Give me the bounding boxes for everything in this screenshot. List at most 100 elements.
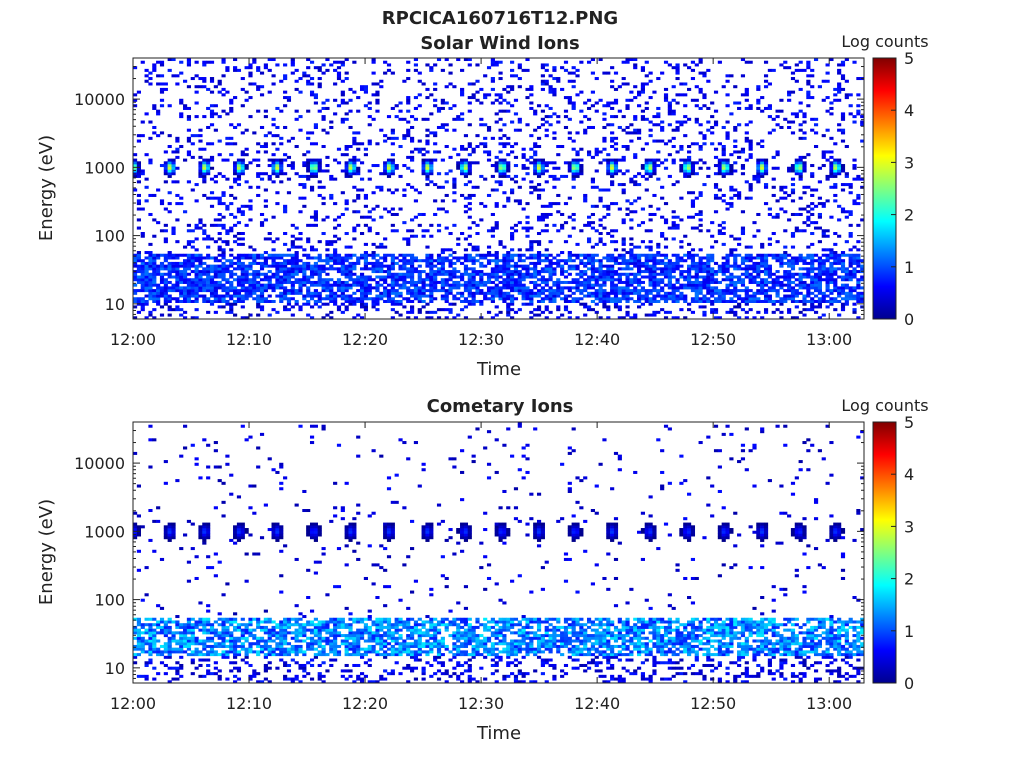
heatmap-cell (660, 139, 665, 143)
heatmap-cell (229, 272, 234, 276)
heatmap-cell (544, 229, 549, 233)
heatmap-cell (652, 139, 657, 143)
heatmap-cell (456, 291, 461, 295)
heatmap-cell (386, 272, 392, 276)
heatmap-cell (163, 264, 168, 268)
heatmap-cell (363, 267, 368, 271)
heatmap-cell (540, 161, 545, 165)
heatmap-cell (729, 153, 734, 157)
heatmap-cell (156, 286, 161, 290)
heatmap-cell (252, 297, 257, 301)
heatmap-cell (352, 172, 357, 176)
heatmap-cell (775, 199, 780, 203)
heatmap-cell (348, 161, 353, 165)
heatmap-cell (506, 174, 511, 178)
heatmap-cell (279, 283, 284, 287)
heatmap-cell (760, 270, 765, 274)
heatmap-cell (563, 275, 569, 279)
heatmap-cell (294, 291, 299, 295)
heatmap-cell (271, 299, 276, 303)
heatmap-cell (221, 109, 226, 113)
heatmap-cell (275, 272, 280, 276)
heatmap-cell (486, 272, 492, 276)
heatmap-cell (359, 297, 365, 301)
heatmap-cell (394, 289, 399, 293)
heatmap-cell (133, 299, 138, 303)
heatmap-cell (536, 294, 542, 298)
heatmap-cell (510, 280, 515, 284)
heatmap-cell (402, 256, 407, 260)
heatmap-cell (421, 289, 426, 293)
heatmap-cell (606, 204, 611, 208)
heatmap-cell (744, 272, 749, 276)
heatmap-cell (513, 297, 519, 301)
heatmap-cell (309, 158, 315, 162)
heatmap-cell (371, 264, 376, 268)
heatmap-cell (136, 134, 141, 138)
heatmap-cell (406, 259, 411, 263)
heatmap-cell (806, 308, 811, 312)
heatmap-cell (590, 308, 595, 312)
heatmap-cell (248, 253, 253, 257)
heatmap-cell (617, 280, 622, 284)
heatmap-cell (325, 259, 330, 263)
heatmap-cell (275, 125, 280, 129)
heatmap-cell (394, 283, 399, 287)
heatmap-cell (606, 207, 611, 211)
heatmap-cell (221, 270, 226, 274)
heatmap-cell (694, 291, 699, 295)
heatmap-cell (463, 134, 469, 138)
heatmap-cell (202, 164, 207, 168)
heatmap-cell (298, 289, 303, 293)
heatmap-cell (336, 283, 342, 287)
heatmap-cell (810, 164, 815, 168)
heatmap-cell (190, 245, 195, 249)
heatmap-cell (590, 90, 595, 94)
heatmap-cell (340, 272, 345, 276)
heatmap-cell (440, 101, 445, 105)
heatmap-cell (721, 272, 726, 276)
heatmap-cell (356, 188, 361, 192)
heatmap-cell (794, 115, 799, 119)
heatmap-cell (144, 267, 149, 271)
heatmap-cell (775, 153, 780, 157)
heatmap-cell (506, 142, 511, 146)
heatmap-cell (286, 280, 292, 284)
heatmap-cell (702, 275, 707, 279)
heatmap-cell (802, 68, 807, 72)
heatmap-cell (583, 131, 588, 135)
heatmap-cell (279, 275, 284, 279)
heatmap-cell (325, 286, 330, 290)
heatmap-cell (313, 289, 318, 293)
heatmap-cell (133, 291, 138, 295)
heatmap-cell (440, 158, 445, 162)
heatmap-cell (425, 169, 430, 173)
heatmap-cell (756, 291, 761, 295)
heatmap-cell (729, 283, 734, 287)
heatmap-cell (425, 253, 430, 257)
heatmap-cell (467, 169, 472, 173)
heatmap-cell (425, 172, 430, 176)
heatmap-cell (783, 253, 788, 257)
heatmap-cell (452, 256, 457, 260)
heatmap-cell (206, 289, 211, 293)
heatmap-cell (313, 142, 318, 146)
heatmap-cell (167, 58, 172, 62)
heatmap-cell (244, 280, 249, 284)
heatmap-cell (656, 289, 661, 293)
heatmap-cell (344, 305, 349, 309)
heatmap-cell (629, 259, 634, 263)
heatmap-cell (502, 166, 507, 170)
heatmap-cell (198, 164, 203, 168)
heatmap-cell (663, 299, 669, 303)
heatmap-cell (767, 280, 772, 284)
heatmap-cell (406, 109, 411, 113)
heatmap-cell (552, 202, 557, 206)
heatmap-cell (598, 286, 603, 290)
heatmap-cell (448, 82, 453, 86)
heatmap-cell (606, 153, 611, 157)
heatmap-cell (406, 272, 411, 276)
heatmap-cell (429, 289, 434, 293)
heatmap-cell (590, 264, 595, 268)
heatmap-cell (386, 275, 392, 279)
